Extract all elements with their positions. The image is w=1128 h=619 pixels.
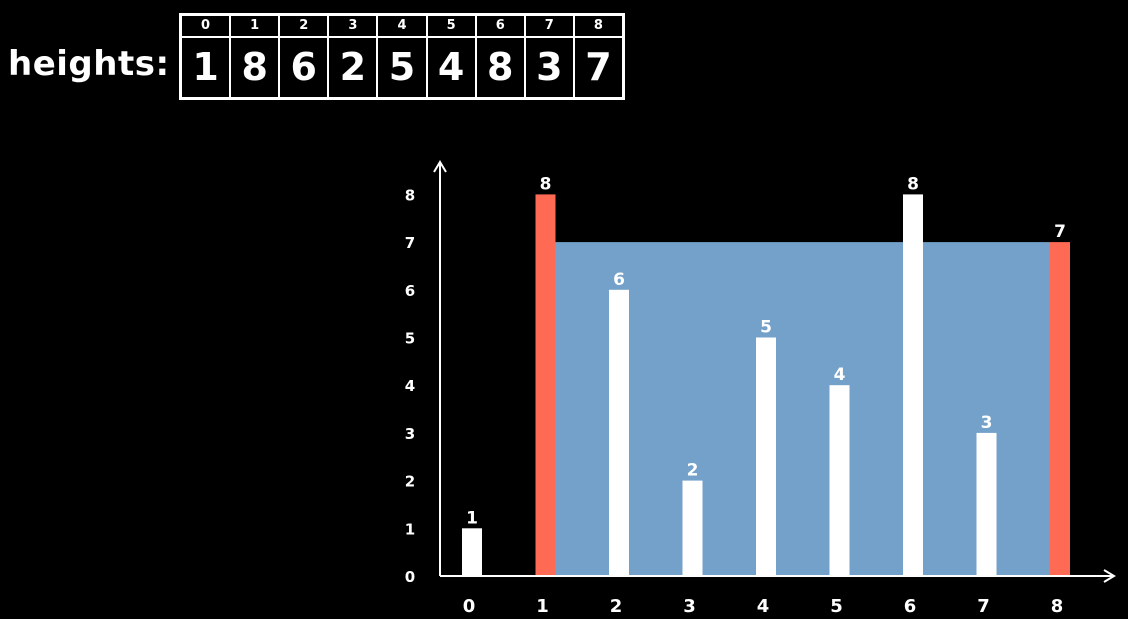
- bar: [609, 289, 629, 576]
- x-tick-label: 8: [1051, 596, 1064, 617]
- y-tick-label: 8: [405, 186, 415, 204]
- bar-value-label: 6: [613, 270, 625, 290]
- array-cell-index: 3: [329, 16, 377, 38]
- array-cell-value: 3: [536, 45, 563, 89]
- y-tick-label: 0: [405, 568, 415, 586]
- x-axis-arrow: [1103, 569, 1116, 583]
- array-cell-index: 2: [280, 16, 328, 38]
- bar-value-label: 7: [1054, 222, 1066, 242]
- y-axis-arrow: [433, 160, 447, 173]
- x-tick-label: 3: [683, 596, 696, 617]
- x-tick-label: 5: [830, 596, 843, 617]
- array-cell-index: 6: [476, 16, 524, 38]
- bar: [682, 480, 703, 576]
- array-cell-value: 7: [585, 45, 612, 89]
- x-tick-label: 0: [463, 596, 476, 617]
- x-tick-label: 6: [904, 596, 917, 617]
- array-cell-index: 5: [427, 16, 475, 38]
- array-cell-index: 4: [378, 16, 426, 38]
- array-cell-value: 4: [437, 45, 465, 89]
- bar: [976, 432, 997, 576]
- y-tick-label: 4: [405, 377, 415, 395]
- x-tick-label: 1: [536, 596, 549, 617]
- x-tick-label: 2: [610, 596, 623, 617]
- array-cell-value: 8: [241, 45, 268, 89]
- array-cell-value: 2: [339, 45, 367, 89]
- heights-label: heights:: [8, 44, 170, 84]
- array-cell-value: 1: [192, 45, 219, 89]
- y-tick-label: 5: [405, 330, 415, 348]
- x-tick-label: 4: [757, 596, 770, 617]
- bar-value-label: 3: [981, 413, 993, 433]
- y-tick-label: 3: [405, 425, 415, 443]
- bar-value-label: 5: [760, 318, 772, 338]
- bar-value-label: 8: [540, 174, 552, 194]
- water-area: [555, 242, 1050, 576]
- bar: [756, 337, 776, 576]
- bar: [829, 385, 850, 576]
- array-cell-value: 5: [388, 45, 416, 89]
- array-cell-index: 0: [182, 16, 230, 38]
- bar-value-label: 8: [907, 174, 919, 194]
- highlighted-bar: [535, 194, 556, 576]
- array-cell-value: 8: [486, 45, 514, 89]
- y-tick-label: 1: [405, 520, 415, 538]
- bar-value-label: 2: [687, 461, 699, 481]
- y-tick-label: 2: [405, 473, 415, 491]
- array-cell-value: 6: [290, 45, 317, 89]
- x-tick-label: 7: [977, 596, 990, 617]
- bar: [903, 194, 923, 576]
- bar-value-label: 1: [466, 508, 478, 528]
- bar: [462, 528, 482, 576]
- y-tick-label: 6: [405, 282, 415, 300]
- y-tick-label: 7: [405, 234, 415, 252]
- bar-value-label: 4: [834, 365, 846, 385]
- array-cell-index: 1: [231, 16, 279, 38]
- array-cell-index: 7: [525, 16, 573, 38]
- highlighted-bar: [1050, 242, 1070, 576]
- array-cell-index: 8: [574, 16, 622, 38]
